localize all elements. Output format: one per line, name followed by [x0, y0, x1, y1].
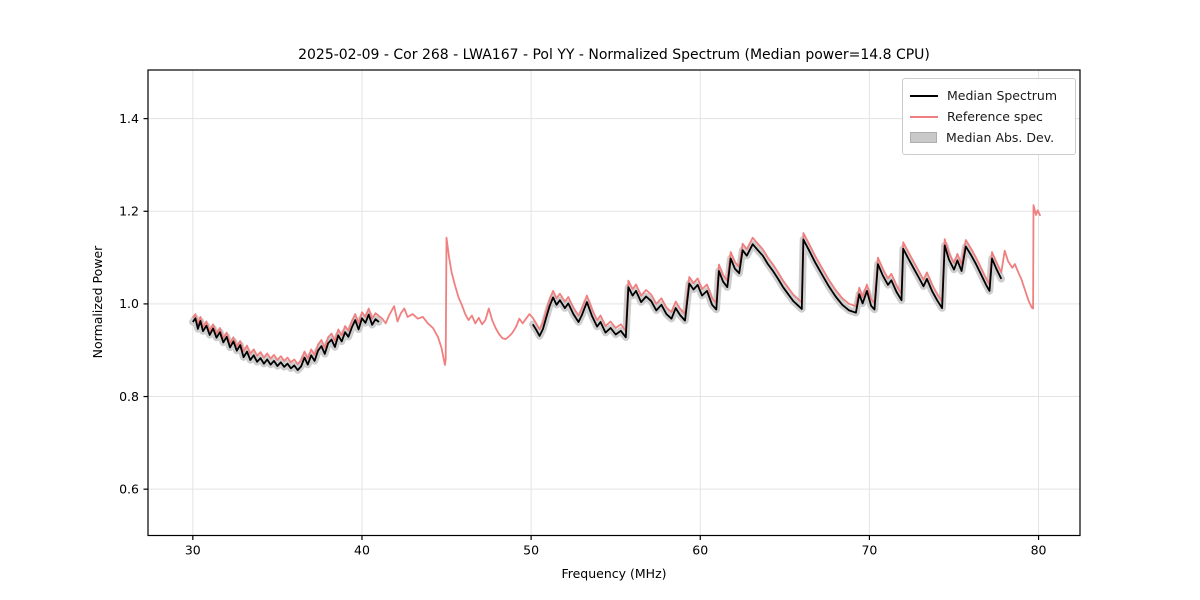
x-axis-label: Frequency (MHz) [561, 566, 667, 581]
y-axis-label: Normalized Power [90, 245, 105, 359]
x-tick-label: 60 [692, 543, 708, 558]
legend: Median Spectrum Reference spec Median Ab… [902, 78, 1076, 155]
plot-border [147, 69, 1081, 537]
x-tick-label: 70 [861, 543, 877, 558]
median-spectrum-line [532, 238, 1003, 339]
legend-item-reference-spec: Reference spec [910, 106, 1067, 127]
median-spectrum-line-icon [910, 94, 938, 97]
x-tick-label: 50 [523, 543, 539, 558]
reference-spec-line-icon [910, 115, 938, 118]
x-tick-label: 40 [354, 543, 370, 558]
y-tick-label: 0.8 [119, 389, 139, 404]
y-tick-label: 0.6 [119, 481, 139, 496]
median-spectrum-line [192, 313, 380, 372]
legend-label: Median Abs. Dev. [946, 130, 1055, 145]
x-tick-label: 80 [1031, 543, 1047, 558]
y-tick-label: 1.4 [119, 111, 139, 126]
legend-item-median-abs-dev: Median Abs. Dev. [910, 127, 1067, 148]
reference-spec-line [192, 204, 1042, 366]
y-tick-label: 1.2 [119, 204, 139, 219]
y-tick-label: 1.0 [119, 296, 139, 311]
chart-title: 2025-02-09 - Cor 268 - LWA167 - Pol YY -… [298, 47, 930, 63]
legend-label: Reference spec [947, 109, 1043, 124]
legend-label: Median Spectrum [947, 88, 1058, 103]
x-tick-label: 30 [185, 543, 201, 558]
legend-item-median-spectrum: Median Spectrum [910, 85, 1067, 106]
median-abs-dev-patch-icon [910, 132, 937, 143]
